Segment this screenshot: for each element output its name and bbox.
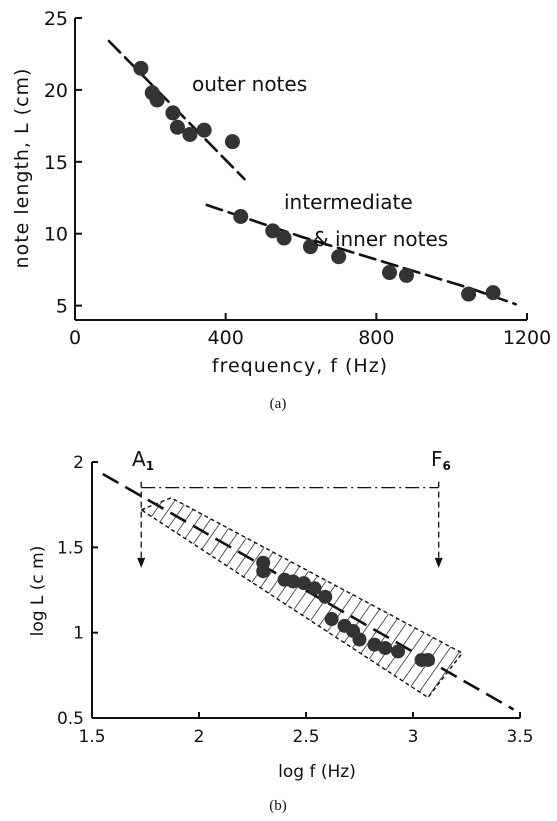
panel-b-point bbox=[378, 641, 393, 656]
panel-b-x-tick-label: 2 bbox=[194, 727, 205, 747]
panel-b-marker-A1: A1 bbox=[132, 447, 154, 473]
panel-a-label-inner-notes: & inner notes bbox=[313, 227, 448, 251]
panel-b-y-tick-label: 1.5 bbox=[57, 538, 84, 558]
panel-a-y-tick-label: 10 bbox=[44, 224, 68, 246]
panel-b-arrow-head-F6 bbox=[434, 557, 443, 568]
panel-a-x-axis-label: frequency, f (Hz) bbox=[212, 355, 388, 377]
panel-a-inner-point bbox=[331, 249, 347, 265]
panel-b-point bbox=[324, 612, 339, 627]
panel-b-chart: 1.5 2 2.5 3 3.5 0.5 1 1.5 2 A1 F6 log f (Hz) lo… bbox=[28, 447, 534, 814]
panel-b-x-ticks: 1.5 2 2.5 3 3.5 bbox=[78, 712, 534, 747]
panel-a-chart: 0 400 800 1200 5 10 15 20 25 outer notes interm… bbox=[11, 8, 551, 412]
panel-a-inner-point bbox=[382, 265, 398, 281]
panel-a-outer-point bbox=[149, 92, 165, 108]
panel-a-trend-lines bbox=[107, 39, 517, 306]
panel-a-inner-point bbox=[398, 267, 414, 283]
panel-a-outer-point bbox=[224, 134, 240, 150]
panel-b-x-axis-label: log f (Hz) bbox=[278, 762, 356, 782]
panel-a-trend-line-2 bbox=[205, 203, 517, 306]
panel-a-label-intermediate: intermediate bbox=[284, 190, 413, 214]
panel-a-inner-point bbox=[302, 239, 318, 255]
panel-a-caption: (a) bbox=[270, 396, 287, 412]
panel-b-trend-line bbox=[102, 472, 515, 711]
panel-a-y-tick-label: 15 bbox=[44, 152, 68, 174]
panel-a-y-tick-label: 20 bbox=[44, 80, 68, 102]
panel-b-band-outline bbox=[139, 497, 464, 699]
panel-a-inner-point bbox=[276, 230, 292, 246]
panel-b-y-tick-label: 2 bbox=[73, 453, 84, 473]
panel-b-point bbox=[307, 581, 322, 596]
panel-a-outer-point bbox=[169, 119, 185, 135]
panel-b-y-tick-label: 1 bbox=[73, 624, 84, 644]
panel-a-y-tick-label: 5 bbox=[56, 296, 68, 318]
panel-b-y-ticks: 0.5 1 1.5 2 bbox=[57, 453, 98, 729]
panel-b-caption: (b) bbox=[269, 798, 287, 814]
panel-a-outer-point bbox=[196, 122, 212, 138]
panel-a-y-axis-label: note length, L (cm) bbox=[11, 68, 33, 269]
panel-b-marker-F6: F6 bbox=[431, 447, 451, 473]
panel-a-y-tick-label: 25 bbox=[44, 8, 68, 30]
panel-b-x-tick-label: 1.5 bbox=[78, 727, 105, 747]
panel-b-point bbox=[296, 576, 311, 591]
panel-a-inner-point bbox=[233, 208, 249, 224]
panel-b-point bbox=[286, 574, 301, 589]
panel-a-axes bbox=[74, 18, 527, 321]
panel-b-range-indicator bbox=[137, 481, 443, 568]
panel-a-inner-point bbox=[485, 285, 501, 301]
panel-a-outer-point bbox=[182, 126, 198, 142]
panel-b-point bbox=[367, 637, 382, 652]
panel-b-trend-line bbox=[102, 472, 515, 711]
panel-a-outer-point bbox=[133, 60, 149, 76]
panel-b-point bbox=[318, 589, 333, 604]
panel-b-x-tick-label: 2.5 bbox=[292, 727, 319, 747]
panel-b-point bbox=[391, 644, 406, 659]
panel-b-point bbox=[420, 652, 435, 667]
panel-a-inner-point bbox=[265, 223, 281, 239]
panel-a-x-tick-label: 800 bbox=[358, 327, 394, 349]
panel-b-arrow-head-A1 bbox=[137, 557, 146, 568]
panel-a-inner-point bbox=[461, 286, 477, 302]
panel-b-point bbox=[352, 632, 367, 647]
panel-b-points bbox=[256, 555, 435, 667]
panel-b-hatched-band bbox=[139, 497, 464, 699]
panel-a-x-tick-label: 0 bbox=[69, 327, 81, 349]
panel-a-points bbox=[133, 60, 501, 302]
panel-b-x-tick-label: 3.5 bbox=[506, 727, 533, 747]
panel-b-point bbox=[256, 564, 271, 579]
panel-a-x-ticks: 0 400 800 1200 bbox=[69, 313, 551, 349]
panel-b-y-tick-label: 0.5 bbox=[57, 709, 84, 729]
panel-a-y-ticks: 5 10 15 20 25 bbox=[44, 8, 82, 318]
panel-a-label-outer-notes: outer notes bbox=[192, 72, 307, 96]
panel-b-x-tick-label: 3 bbox=[408, 727, 419, 747]
panel-b-y-axis-label: log L (c m) bbox=[28, 546, 48, 637]
panel-a-outer-point bbox=[165, 105, 181, 121]
panel-a-x-tick-label: 1200 bbox=[503, 327, 551, 349]
panel-a-x-tick-label: 400 bbox=[208, 327, 244, 349]
